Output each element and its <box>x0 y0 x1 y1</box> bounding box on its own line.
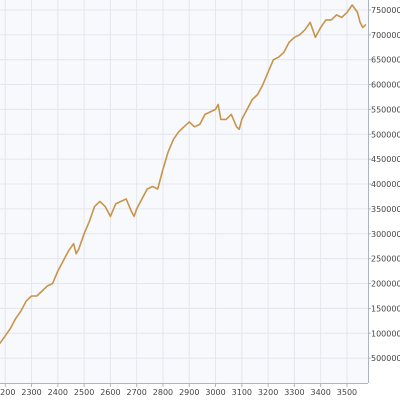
series-layer <box>0 4 367 345</box>
x-tick-label: 2700 <box>127 388 147 397</box>
y-tick-label: 7500000 <box>371 6 400 15</box>
y-tick-label: 1000000 <box>371 329 400 338</box>
x-tick-label: 3000 <box>205 388 225 397</box>
x-tick-label: 3400 <box>311 388 331 397</box>
x-tick-label: 2200 <box>0 388 15 397</box>
y-tick-label: 2500000 <box>371 255 400 264</box>
x-tick-label: 2800 <box>153 388 173 397</box>
plot-area-background <box>0 0 368 383</box>
x-tick-label: 3300 <box>284 388 304 397</box>
x-tick-label: 2600 <box>100 388 120 397</box>
gridlines <box>0 0 368 383</box>
series-line <box>0 4 367 345</box>
y-tick-label: 5000000 <box>371 130 400 139</box>
x-axis-ticks: 2200 2300 2400 2500 2600 2700 2800 2900 3000 3100… <box>0 383 357 397</box>
y-tick-label: 6000000 <box>371 81 400 90</box>
x-tick-label: 3500 <box>337 388 357 397</box>
y-axis-ticks: 500000 1000000 1500000 2000000 2500000 300000… <box>368 6 400 363</box>
x-tick-label: 2300 <box>21 388 41 397</box>
y-tick-label: 7000000 <box>371 31 400 40</box>
x-tick-label: 2400 <box>48 388 68 397</box>
y-tick-label: 3500000 <box>371 205 400 214</box>
y-tick-label: 1500000 <box>371 304 400 313</box>
x-tick-label: 3200 <box>258 388 278 397</box>
y-tick-label: 3000000 <box>371 230 400 239</box>
y-tick-label: 6500000 <box>371 56 400 65</box>
y-tick-label: 4000000 <box>371 180 400 189</box>
x-tick-label: 3100 <box>232 388 252 397</box>
y-tick-label: 500000 <box>371 354 400 363</box>
x-tick-label: 2900 <box>179 388 199 397</box>
y-tick-label: 2000000 <box>371 280 400 289</box>
x-tick-label: 2500 <box>74 388 94 397</box>
y-tick-label: 4500000 <box>371 155 400 164</box>
y-tick-label: 5500000 <box>371 105 400 114</box>
